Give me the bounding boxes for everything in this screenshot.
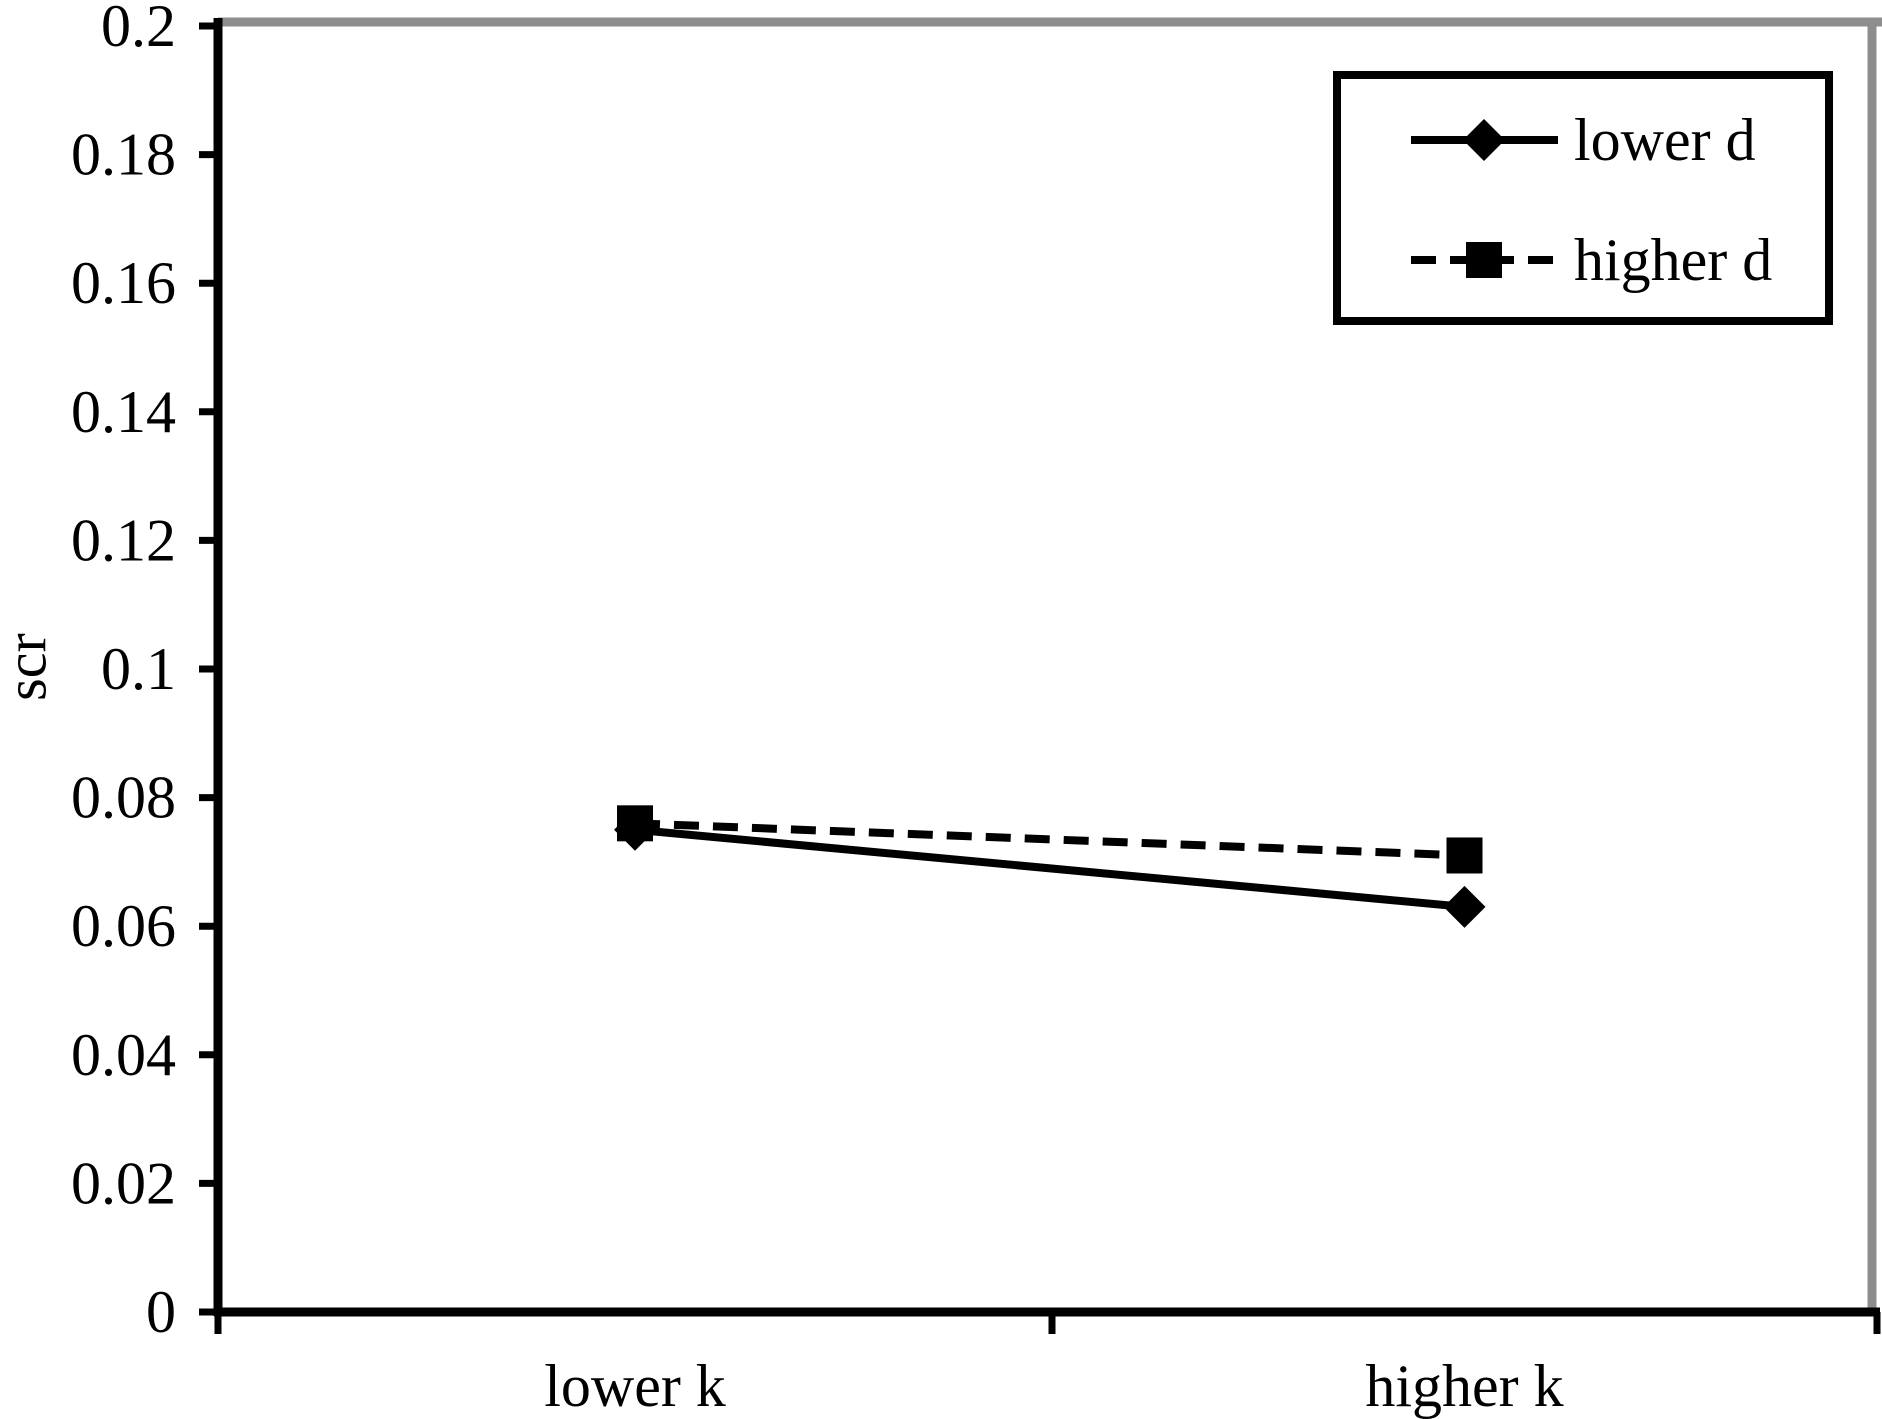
- series-line-higher-d: [634, 819, 1465, 860]
- diamond-marker: [1443, 885, 1486, 928]
- legend-label: higher d: [1574, 227, 1772, 293]
- legend-diamond-marker: [1463, 119, 1505, 161]
- y-axis-title: scr: [0, 633, 59, 701]
- legend-square-marker: [1466, 242, 1502, 278]
- y-tick-label: 0.02: [71, 1150, 176, 1216]
- y-tick-label: 0.12: [71, 507, 176, 573]
- y-tick-label: 0.14: [71, 379, 176, 445]
- y-tick-label: 0.08: [71, 765, 176, 831]
- y-tick-label: 0.1: [101, 636, 176, 702]
- x-category-label: higher k: [1365, 1353, 1563, 1419]
- y-tick-label: 0.04: [71, 1022, 176, 1088]
- y-tick-label: 0.2: [101, 0, 176, 59]
- x-category-label: lower k: [544, 1353, 726, 1419]
- square-marker: [1446, 837, 1483, 874]
- y-tick-label: 0.06: [71, 893, 176, 959]
- square-marker: [617, 805, 653, 842]
- y-tick-label: 0.16: [71, 250, 176, 316]
- y-tick-label: 0: [146, 1279, 176, 1345]
- legend-box: [1333, 71, 1833, 325]
- legend-label: lower d: [1574, 107, 1756, 173]
- series-line-lower-d: [634, 825, 1465, 911]
- y-tick-label: 0.18: [71, 122, 176, 188]
